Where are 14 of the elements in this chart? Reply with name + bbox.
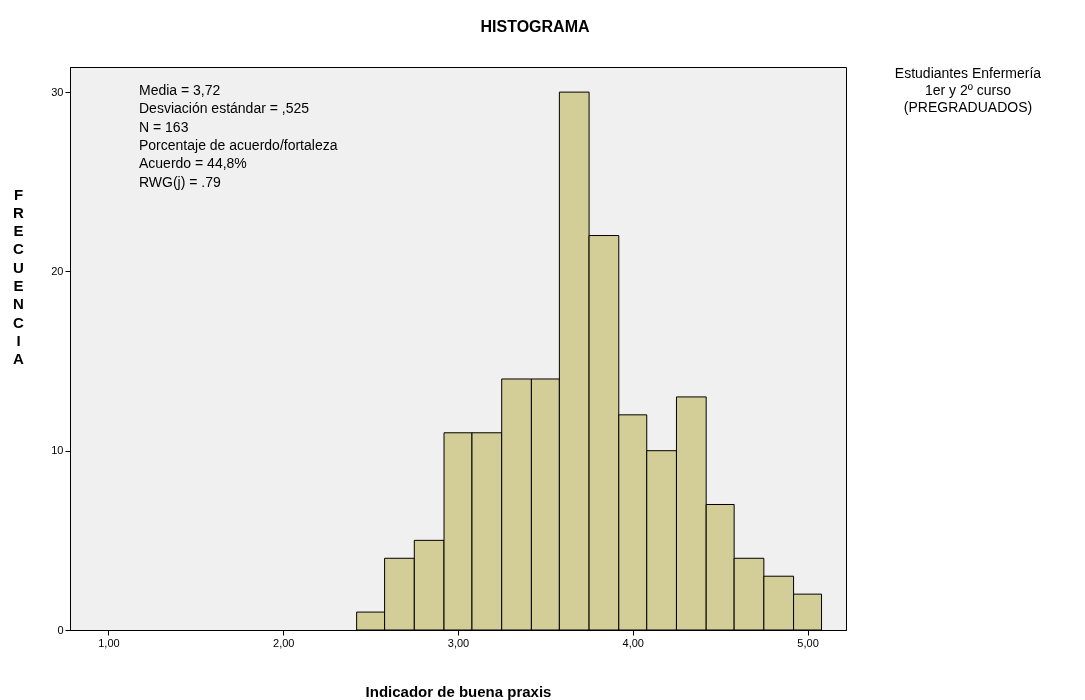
- x-tick-label: 2,00: [273, 636, 295, 649]
- y-tick-label: 30: [51, 85, 64, 98]
- y-tick-label: 0: [57, 623, 64, 636]
- chart-title: HISTOGRAMA: [480, 18, 590, 35]
- x-tick-label: 4,00: [622, 636, 644, 649]
- text: FRECUENCIA: [13, 185, 24, 368]
- x-tick-label: 1,00: [98, 636, 120, 649]
- y-tick-label: 10: [51, 444, 64, 457]
- x-axis-title: Indicador de buena praxis: [365, 682, 552, 700]
- y-tick-label: 20: [51, 264, 64, 277]
- text: Estudiantes Enfermería 1er y 2º curso (PREGRADUADOS): [894, 65, 1042, 115]
- x-tick-label: 5,00: [797, 636, 819, 649]
- x-tick-label: 3,00: [447, 636, 470, 649]
- annotation: Media = 3,72 Desviación estándar = ,525 N = 163 Porcentaje de acuerdo/fortaleza Acuerdo = 44,8% RWG(j) = .79: [139, 82, 338, 190]
